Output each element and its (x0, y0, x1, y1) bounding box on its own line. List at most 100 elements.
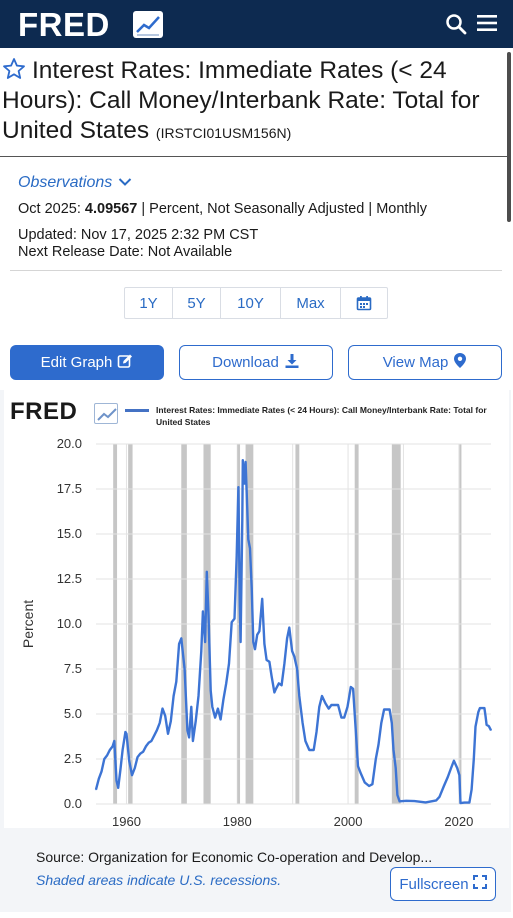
data-point (377, 744, 380, 746)
y-axis-label: Percent (20, 600, 36, 648)
data-point (350, 686, 352, 688)
edit-pencil-icon (117, 353, 133, 373)
data-point (200, 650, 202, 652)
data-point (330, 704, 332, 706)
fred-chart-logo-icon[interactable] (133, 11, 163, 38)
data-point (113, 740, 115, 742)
data-point (288, 627, 290, 629)
data-point (459, 802, 462, 804)
data-point (328, 708, 330, 710)
fred-logo-text[interactable]: FRED (18, 6, 110, 43)
data-point (254, 648, 256, 650)
edit-graph-button[interactable]: Edit Graph (10, 345, 164, 380)
observations-toggle[interactable]: Observations (18, 174, 132, 192)
data-point (343, 717, 345, 719)
data-point (197, 695, 200, 697)
data-point (211, 706, 213, 708)
range-button-10y[interactable]: 10Y (221, 288, 281, 318)
data-point (231, 621, 233, 623)
data-point (405, 800, 407, 802)
data-point (463, 802, 465, 804)
data-point (318, 706, 320, 708)
series-title: Interest Rates: Immediate Rates (< 24 Ho… (2, 56, 505, 148)
title-divider (0, 156, 507, 157)
data-point (112, 745, 114, 748)
data-point (256, 634, 258, 636)
data-point (368, 785, 370, 787)
data-point (122, 749, 124, 751)
data-point (109, 749, 111, 751)
data-point (450, 767, 452, 769)
view-map-button[interactable]: View Map (348, 345, 502, 380)
download-button[interactable]: Download (179, 345, 333, 380)
data-point (186, 729, 188, 731)
x-tick-label: 1960 (112, 814, 141, 829)
y-tick-label: 17.5 (57, 481, 82, 496)
data-point (178, 643, 180, 645)
search-icon[interactable] (444, 12, 468, 36)
data-point (240, 641, 242, 643)
data-point (479, 707, 481, 709)
data-point (217, 708, 219, 710)
data-point (371, 783, 373, 785)
data-point (228, 663, 230, 665)
view-map-label: View Map (382, 354, 449, 371)
data-point (247, 538, 249, 541)
data-point (286, 637, 288, 640)
legend-label: Interest Rates: Immediate Rates (< 24 Ho… (156, 405, 487, 427)
data-point (251, 587, 253, 589)
x-tick-label: 2000 (334, 814, 363, 829)
calendar-icon[interactable] (341, 288, 387, 318)
hamburger-menu-icon[interactable] (476, 13, 498, 33)
data-point (246, 506, 248, 508)
series-id: (IRSTCI01USM156N) (155, 125, 292, 141)
data-point (490, 729, 492, 731)
data-point (195, 720, 197, 722)
star-outline-icon[interactable] (2, 57, 28, 81)
edit-graph-label: Edit Graph (40, 354, 113, 371)
data-point (204, 641, 206, 643)
data-point (357, 765, 359, 767)
data-point (483, 707, 485, 709)
data-point (192, 740, 194, 742)
data-point (148, 742, 150, 744)
data-point (184, 668, 186, 670)
data-point (273, 691, 275, 694)
y-tick-label: 7.5 (64, 661, 82, 676)
range-button-5y[interactable]: 5Y (173, 288, 221, 318)
data-point (389, 708, 391, 711)
data-point (291, 650, 293, 652)
data-point (333, 704, 335, 706)
data-point (134, 767, 136, 769)
data-point (167, 733, 169, 735)
data-point (413, 800, 416, 802)
data-point (468, 802, 470, 804)
data-point (486, 724, 488, 726)
data-point (456, 767, 458, 769)
observation-details: | Percent, Not Seasonally Adjusted | Mon… (141, 201, 427, 217)
range-button-1y[interactable]: 1Y (125, 288, 173, 318)
observation-date: Oct 2025: (18, 201, 81, 217)
data-point (447, 776, 449, 778)
data-point (136, 756, 139, 758)
latest-observation: Oct 2025: 4.09567 | Percent, Not Seasona… (18, 201, 427, 217)
data-point (106, 754, 108, 757)
data-point (391, 722, 393, 724)
download-icon (284, 353, 300, 373)
fullscreen-button[interactable]: Fullscreen (390, 867, 496, 901)
data-point (103, 758, 105, 760)
observations-label: Observations (18, 174, 113, 191)
data-point (100, 771, 103, 773)
data-point (392, 749, 395, 751)
data-point (139, 753, 141, 755)
data-point (474, 726, 477, 728)
fullscreen-icon (472, 875, 487, 893)
data-point (266, 659, 268, 661)
data-point (293, 655, 295, 658)
page-scrollbar[interactable] (507, 52, 511, 222)
chevron-down-icon (118, 174, 132, 186)
data-point (159, 722, 161, 724)
range-button-max[interactable]: Max (281, 288, 341, 318)
data-point (435, 799, 437, 802)
